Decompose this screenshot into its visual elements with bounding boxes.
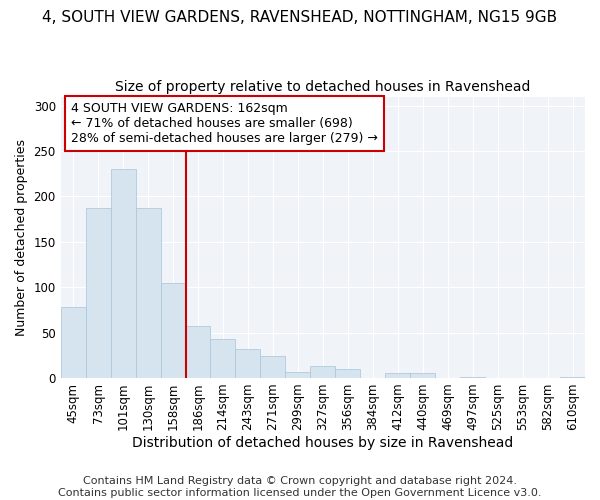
Bar [185, 326, 211, 378]
Bar [310, 366, 335, 378]
Bar [136, 208, 161, 378]
Text: Contains HM Land Registry data © Crown copyright and database right 2024.
Contai: Contains HM Land Registry data © Crown c… [58, 476, 542, 498]
Text: 4, SOUTH VIEW GARDENS, RAVENSHEAD, NOTTINGHAM, NG15 9GB: 4, SOUTH VIEW GARDENS, RAVENSHEAD, NOTTI… [43, 10, 557, 25]
Bar [335, 369, 360, 378]
Bar [460, 377, 485, 378]
Y-axis label: Number of detached properties: Number of detached properties [15, 139, 28, 336]
Bar [560, 377, 585, 378]
Title: Size of property relative to detached houses in Ravenshead: Size of property relative to detached ho… [115, 80, 530, 94]
X-axis label: Distribution of detached houses by size in Ravenshead: Distribution of detached houses by size … [132, 436, 514, 450]
Bar [86, 208, 110, 378]
Bar [235, 349, 260, 378]
Bar [260, 356, 286, 378]
Bar [161, 282, 185, 378]
Bar [286, 372, 310, 378]
Bar [61, 307, 86, 378]
Bar [211, 339, 235, 378]
Text: 4 SOUTH VIEW GARDENS: 162sqm
← 71% of detached houses are smaller (698)
28% of s: 4 SOUTH VIEW GARDENS: 162sqm ← 71% of de… [71, 102, 378, 145]
Bar [410, 372, 435, 378]
Bar [110, 169, 136, 378]
Bar [385, 372, 410, 378]
